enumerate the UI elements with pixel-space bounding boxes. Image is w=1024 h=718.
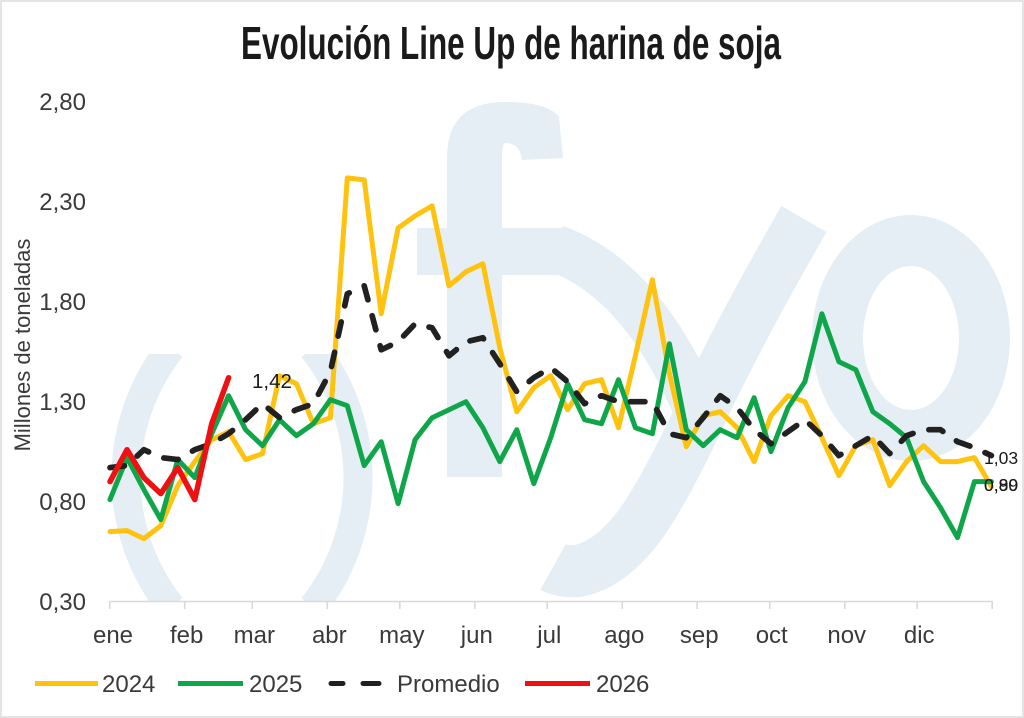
svg-text:Promedio: Promedio (397, 671, 500, 698)
svg-text:mar: mar (234, 622, 275, 649)
svg-text:jun: jun (460, 622, 493, 649)
svg-text:1,42: 1,42 (252, 370, 292, 393)
svg-text:Millones de toneladas: Millones de toneladas (10, 239, 35, 452)
svg-text:sep: sep (680, 622, 719, 649)
svg-text:2,30: 2,30 (39, 189, 86, 216)
svg-text:1,80: 1,80 (39, 289, 86, 316)
svg-text:may: may (379, 622, 424, 649)
svg-text:dic: dic (904, 622, 935, 649)
svg-text:2024: 2024 (102, 671, 155, 698)
svg-text:0,30: 0,30 (39, 589, 86, 616)
svg-text:0,89: 0,89 (984, 475, 1018, 495)
svg-text:0,90: 0,90 (984, 475, 1018, 495)
svg-text:2025: 2025 (249, 671, 302, 698)
svg-text:Evolución Line Up de harina de: Evolución Line Up de harina de soja (241, 17, 781, 69)
svg-text:jul: jul (536, 622, 561, 649)
svg-text:2,80: 2,80 (39, 89, 86, 116)
svg-text:abr: abr (312, 622, 347, 649)
svg-text:ago: ago (604, 622, 644, 649)
svg-text:2026: 2026 (596, 671, 649, 698)
svg-text:1,30: 1,30 (39, 389, 86, 416)
svg-text:0,80: 0,80 (39, 489, 86, 516)
svg-text:oct: oct (756, 622, 788, 649)
svg-text:ene: ene (93, 622, 133, 649)
svg-text:feb: feb (170, 622, 203, 649)
svg-text:nov: nov (827, 622, 866, 649)
svg-text:1,03: 1,03 (984, 448, 1018, 468)
